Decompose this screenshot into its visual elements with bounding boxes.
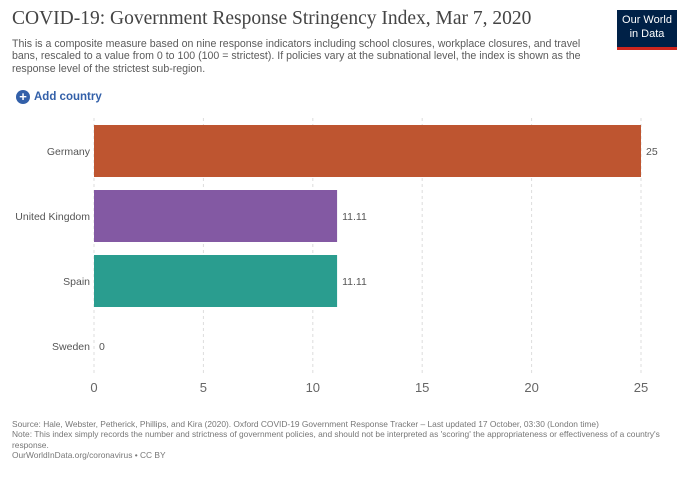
value-label: 25 (646, 146, 658, 158)
value-label: 0 (99, 341, 105, 353)
chart-footer: Source: Hale, Webster, Petherick, Philli… (12, 419, 682, 460)
x-tick-label: 5 (200, 380, 207, 395)
chart-title: COVID-19: Government Response Stringency… (12, 8, 532, 29)
plus-circle-icon: + (16, 90, 30, 104)
x-tick-label: 25 (634, 380, 648, 395)
logo-line-1: Our World (622, 14, 672, 26)
value-label: 11.11 (342, 276, 367, 288)
x-tick-label: 15 (415, 380, 429, 395)
chart-subtitle: This is a composite measure based on nin… (12, 38, 581, 75)
x-tick-label: 20 (524, 380, 538, 395)
footer-source: Source: Hale, Webster, Petherick, Philli… (12, 419, 599, 429)
category-label: Spain (63, 276, 90, 288)
bar (94, 125, 641, 177)
x-tick-label: 10 (306, 380, 320, 395)
add-country-label: Add country (34, 91, 102, 103)
category-label: Sweden (52, 341, 90, 353)
x-tick-label: 0 (90, 380, 97, 395)
category-label: Germany (47, 146, 91, 158)
owid-logo[interactable]: Our World in Data (617, 10, 677, 50)
logo-line-2: in Data (629, 28, 665, 40)
bar (94, 190, 338, 242)
footer-credit[interactable]: OurWorldInData.org/coronavirus • CC BY (12, 449, 166, 460)
add-country-button[interactable]: + Add country (16, 90, 102, 104)
bar-chart: 0 5 10 15 20 25 Germany 25 United Kingdom 11.11 Sp… (15, 118, 658, 395)
value-label: 11.11 (342, 211, 367, 223)
bar (94, 255, 338, 307)
category-label: United Kingdom (15, 211, 90, 223)
footer-note: Note: This index simply records the numb… (12, 429, 660, 450)
